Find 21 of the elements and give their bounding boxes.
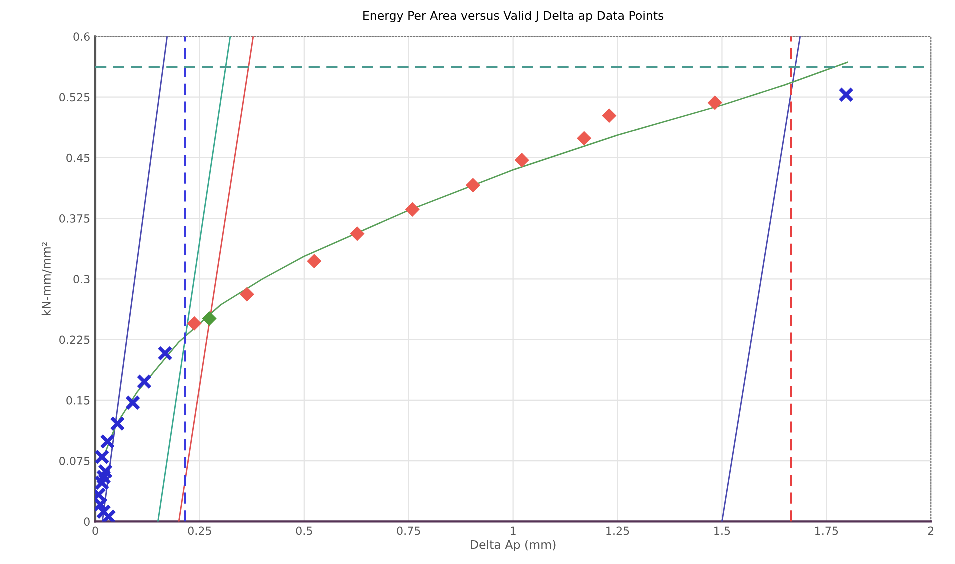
x-tick-label: 0.75 — [397, 526, 420, 536]
y-tick-label: 0.45 — [66, 154, 90, 162]
x-tick-label: 1 — [511, 526, 516, 536]
x-tick-label: 1.25 — [606, 526, 630, 536]
x-tick-label: 0.25 — [188, 526, 212, 536]
y-tick-label: 0.3 — [74, 275, 90, 284]
y-axis-title: kN-mm/mm² — [42, 242, 52, 316]
x-tick-label: 0 — [92, 526, 98, 536]
y-tick-label: 0.525 — [60, 93, 90, 102]
y-tick-label: 0.15 — [66, 396, 90, 405]
x-tick-label: 1.5 — [714, 526, 730, 536]
y-tick-label: 0.6 — [74, 32, 90, 42]
x-tick-label: 1.75 — [816, 526, 838, 536]
y-tick-label: 0.075 — [60, 457, 90, 466]
y-tick-label: 0 — [84, 518, 90, 526]
chart-title: Energy Per Area versus Valid J Delta ap Data Points — [364, 11, 664, 22]
x-axis-title: Delta Ap (mm) — [471, 540, 556, 552]
y-tick-label: 0.375 — [60, 214, 90, 223]
y-tick-label: 0.225 — [60, 336, 90, 344]
x-tick-label: 0.5 — [296, 526, 312, 536]
x-tick-label: 2 — [928, 526, 934, 536]
